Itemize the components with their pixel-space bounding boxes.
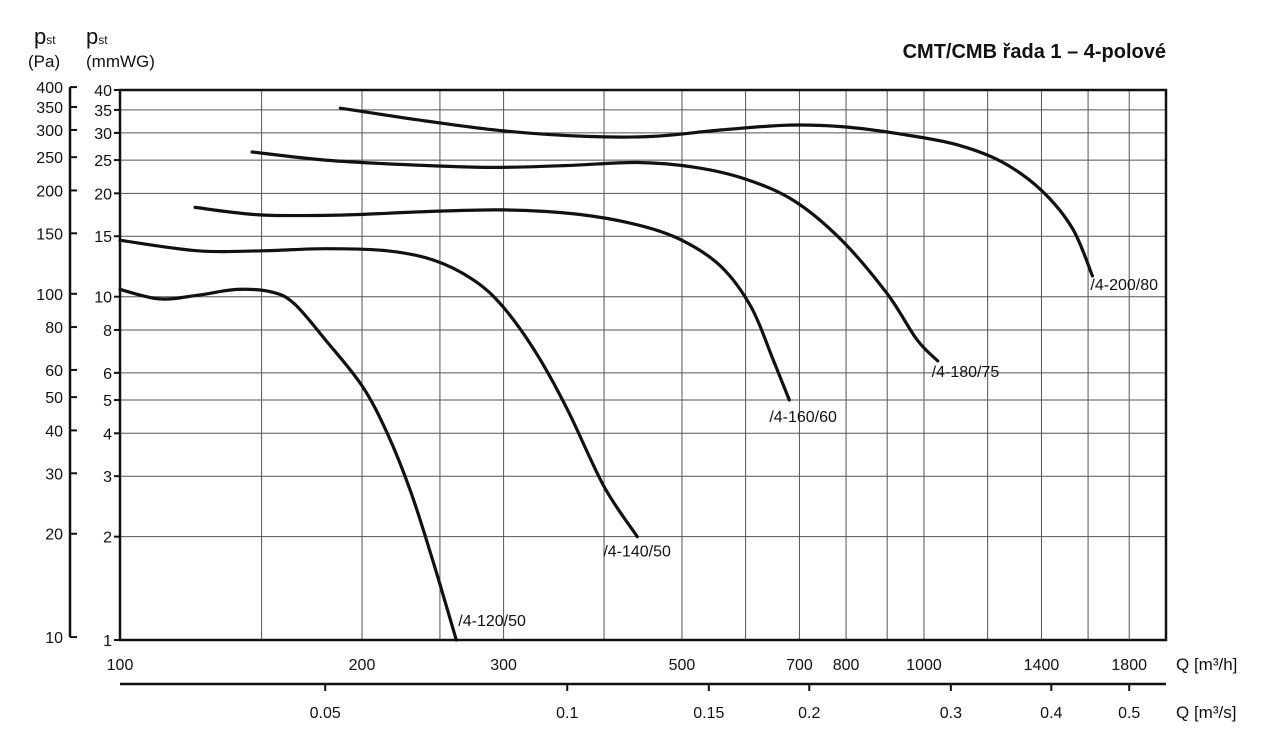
pa-axis-subscript: st [46, 33, 56, 47]
pa-tick-label: 40 [45, 423, 63, 440]
x-axis-title-m3s: Q [m³/s] [1176, 703, 1236, 722]
x-tick-label-m3h: 100 [107, 657, 134, 674]
mmwg-tick-label: 30 [94, 126, 112, 143]
mmwg-tick-label: 2 [103, 530, 112, 547]
pa-tick-label: 20 [45, 527, 63, 544]
x-tick-label-m3h: 1800 [1111, 657, 1147, 674]
pa-tick-label: 200 [36, 183, 63, 200]
x-tick-label-m3s: 0.5 [1118, 705, 1140, 722]
fan-curve-label: /4-180/75 [932, 364, 1000, 381]
fan-curve-label: /4-200/80 [1090, 277, 1158, 294]
pa-tick-label: 300 [36, 123, 63, 140]
pa-tick-label: 50 [45, 390, 63, 407]
x-tick-label-m3s: 0.4 [1040, 705, 1062, 722]
pa-tick-label: 80 [45, 320, 63, 337]
x-tick-label-m3h: 800 [833, 657, 860, 674]
fan-curve [118, 287, 458, 642]
mmwg-axis-subscript: st [98, 33, 108, 47]
pa-tick-label: 30 [45, 466, 63, 483]
pa-tick-label: 10 [45, 630, 63, 647]
mmwg-tick-label: 1 [103, 633, 112, 650]
mmwg-tick-label: 40 [94, 83, 112, 100]
mmwg-tick-label: 15 [94, 229, 112, 246]
pa-axis-title: pst [34, 24, 56, 49]
pa-tick-label: 100 [36, 287, 63, 304]
mmwg-tick-label: 10 [94, 290, 112, 307]
mmwg-tick-label: 8 [103, 323, 112, 340]
x-tick-label-m3h: 1000 [906, 657, 942, 674]
x-tick-label-m3h: 300 [490, 657, 517, 674]
pa-tick-label: 250 [36, 150, 63, 167]
fan-curve-label: /4-140/50 [603, 544, 671, 561]
axes: 1 2 3 4 5 6 8 10 15 20 25 30 35 40 10 20 30 40 50 60 80 100 15… [36, 80, 1166, 722]
fan-curve [193, 205, 791, 402]
x-tick-label-m3s: 0.2 [798, 705, 820, 722]
pa-tick-label: 350 [36, 100, 63, 117]
x-tick-label-m3s: 0.3 [940, 705, 962, 722]
pa-axis-symbol: p [34, 24, 46, 49]
mmwg-axis-unit: (mmWG) [86, 52, 155, 71]
mmwg-tick-label: 3 [103, 469, 112, 486]
mmwg-tick-label: 4 [103, 426, 112, 443]
mmwg-tick-label: 6 [103, 366, 112, 383]
x-axis-title-m3h: Q [m³/h] [1176, 655, 1237, 674]
mmwg-axis-symbol: p [86, 24, 98, 49]
x-tick-label-m3h: 700 [786, 657, 813, 674]
pa-axis-unit: (Pa) [28, 52, 60, 71]
pa-tick-label: 60 [45, 363, 63, 380]
plot-frame [118, 88, 1168, 642]
fan-curves: /4-120/50/4-140/50/4-160/60/4-180/75/4-2… [118, 106, 1158, 642]
x-tick-label-m3h: 200 [349, 657, 376, 674]
mmwg-tick-label: 5 [103, 393, 112, 410]
mmwg-tick-label: 25 [94, 153, 112, 170]
mmwg-axis-title: pst [86, 24, 108, 49]
x-tick-label-m3s: 0.05 [310, 705, 341, 722]
x-tick-label-m3s: 0.1 [556, 705, 578, 722]
fan-curve-label: /4-120/50 [458, 613, 526, 630]
pa-tick-label: 400 [36, 80, 63, 97]
fan-curve [338, 106, 1094, 278]
mmwg-tick-label: 35 [94, 103, 112, 120]
x-tick-label-m3h: 500 [669, 657, 696, 674]
x-tick-label-m3h: 1400 [1024, 657, 1060, 674]
chart-title: CMT/CMB řada 1 – 4-polové [903, 41, 1166, 63]
fan-curve-label: /4-160/60 [769, 409, 837, 426]
fan-curve [250, 150, 940, 363]
pa-tick-label: 150 [36, 226, 63, 243]
fan-curve [118, 238, 639, 539]
mmwg-tick-label: 20 [94, 186, 112, 203]
x-tick-label-m3s: 0.15 [693, 705, 724, 722]
